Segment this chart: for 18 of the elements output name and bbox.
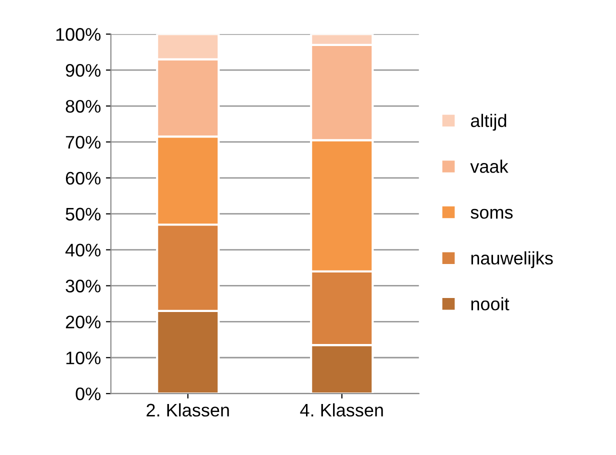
y-tick-label: 70% — [66, 136, 101, 149]
legend-label: soms — [470, 208, 513, 219]
legend-label: vaak — [470, 160, 508, 173]
x-tick-label: 2. Klassen — [146, 403, 229, 417]
y-tick-label: 0% — [76, 388, 101, 400]
legend-label: nauwelijks — [471, 251, 553, 268]
y-tick-label: 40% — [65, 244, 101, 257]
y-tick-label: 60% — [66, 172, 101, 185]
y-tick-label: 50% — [66, 208, 101, 221]
y-tick-label: 30% — [66, 280, 101, 292]
y-tick-label: 90% — [66, 64, 101, 77]
y-tick-label: 10% — [66, 352, 101, 364]
y-tick-label: 100% — [56, 28, 101, 41]
x-tick-label: 4. Klassen — [300, 403, 383, 417]
legend-label: nooit — [471, 297, 510, 310]
y-tick-label: 80% — [66, 100, 101, 113]
y-tick-label: 20% — [66, 316, 101, 328]
legend-label: altijd — [470, 114, 506, 131]
